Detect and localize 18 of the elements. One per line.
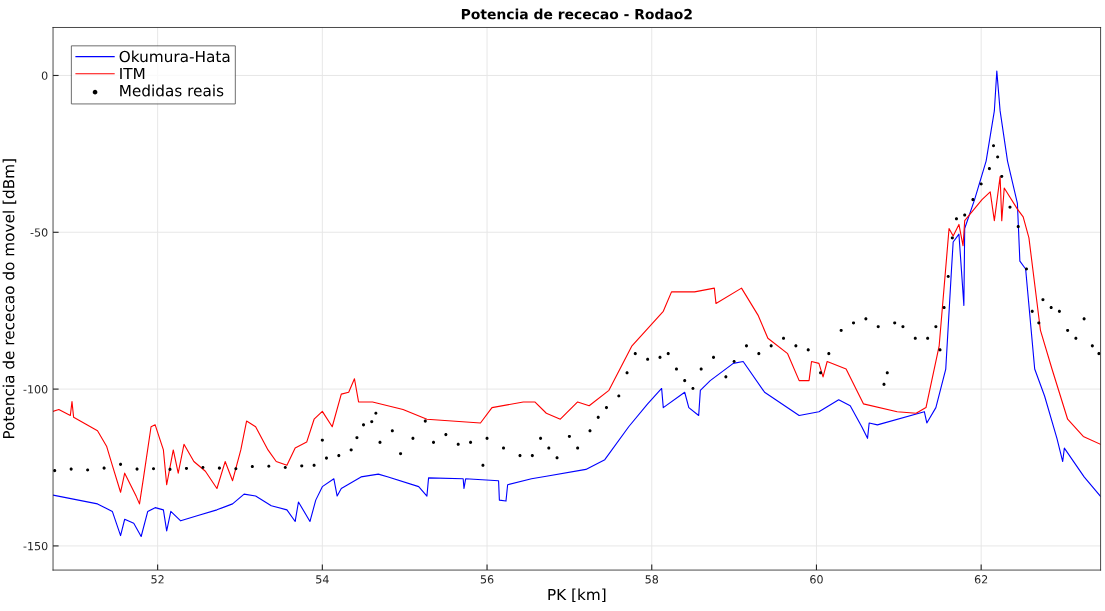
- x-tick-label: 56: [480, 575, 494, 584]
- legend-label: Medidas reais: [120, 84, 224, 97]
- y-axis-title: Potencia de rececao do movel [dBm]: [2, 159, 17, 439]
- legend-label: Okumura-Hata: [119, 50, 230, 63]
- line-series: [53, 70, 1101, 538]
- y-tick-label: -150: [23, 541, 48, 551]
- x-axis-title: PK [km]: [548, 588, 606, 603]
- x-tick-label: 58: [645, 575, 659, 584]
- x-tick-label: 54: [316, 575, 329, 584]
- y-tick-label: 0: [41, 71, 48, 80]
- legend-label: ITM: [120, 67, 145, 80]
- y-tick-label: -50: [30, 228, 48, 237]
- x-tick-label: 62: [974, 575, 988, 584]
- x-tick-label: 60: [810, 575, 823, 584]
- x-tick-label: 52: [151, 575, 164, 584]
- y-tick-label: -100: [23, 385, 48, 394]
- line-series: [53, 175, 1101, 505]
- chart-title: Potencia de rececao - Rodao2: [461, 8, 692, 20]
